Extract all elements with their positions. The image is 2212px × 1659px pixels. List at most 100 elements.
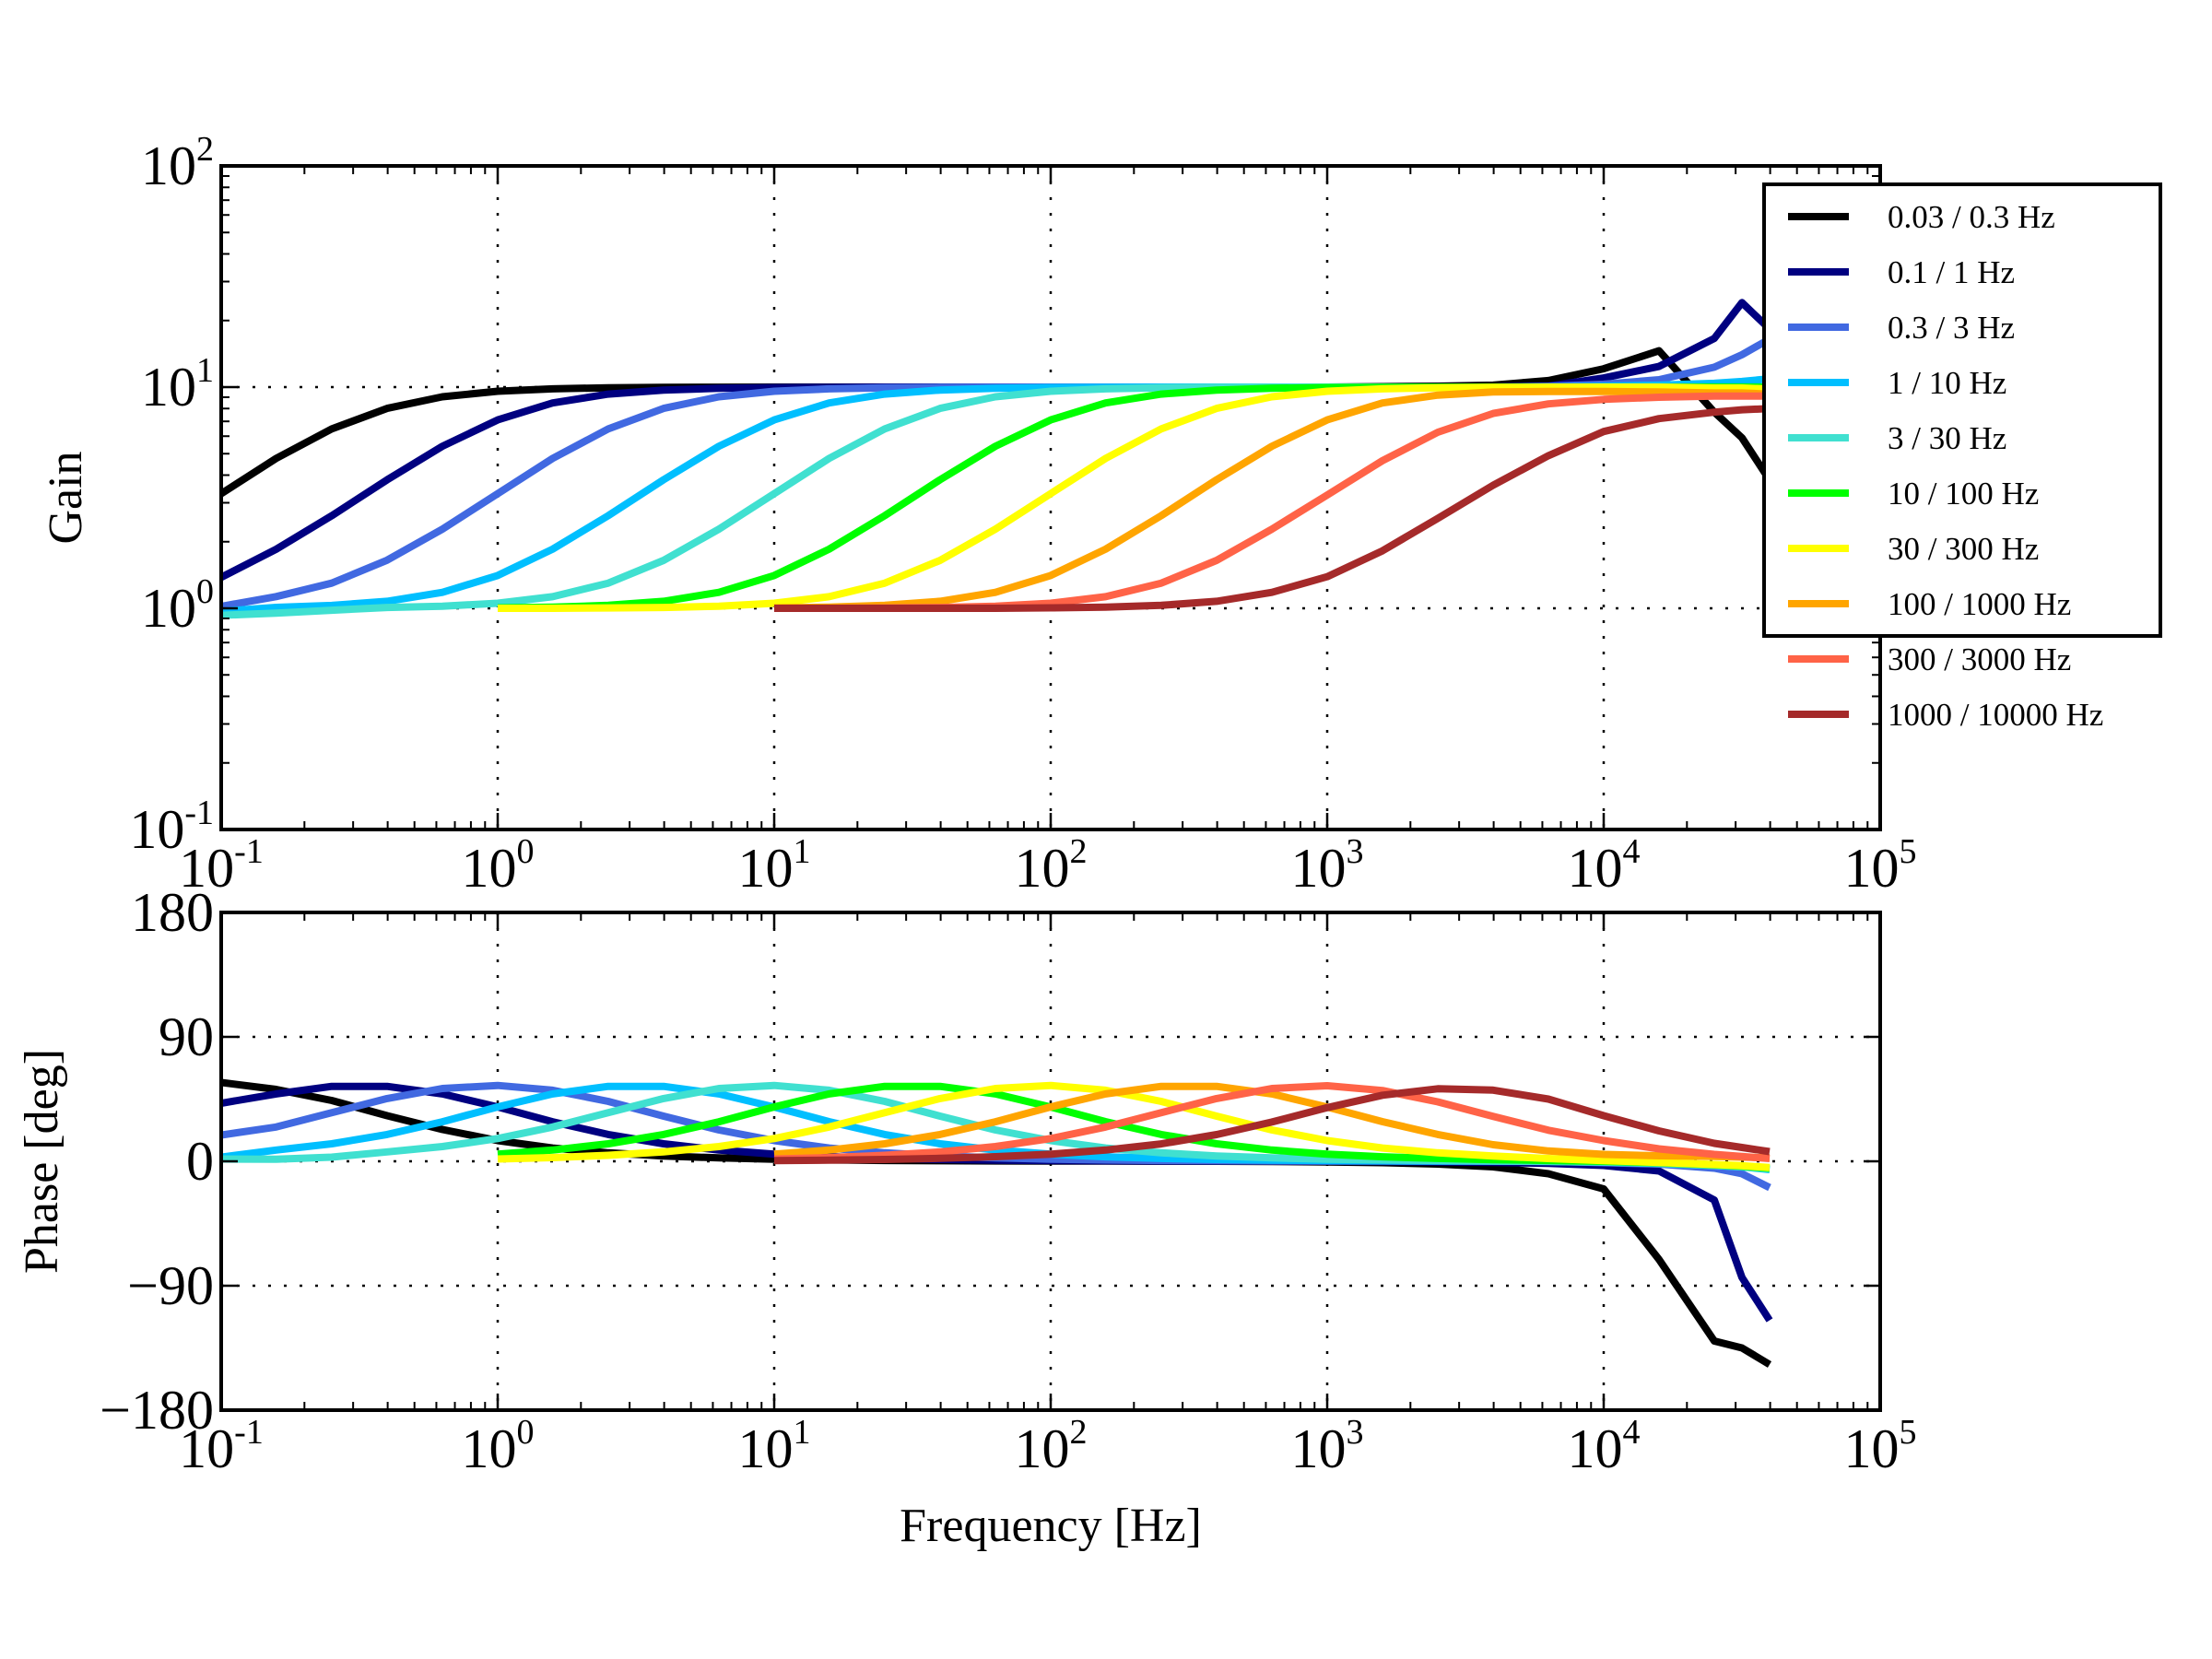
x-tick-label: 10-1 bbox=[179, 1413, 264, 1479]
legend-label: 100 / 1000 Hz bbox=[1888, 586, 2071, 622]
phase-axes-frame bbox=[219, 911, 1882, 1412]
y-tick-label: −180 bbox=[100, 1380, 214, 1441]
legend-label: 3 / 30 Hz bbox=[1888, 420, 2006, 456]
x-tick-label: 100 bbox=[462, 832, 535, 899]
x-tick-label: 102 bbox=[1015, 832, 1088, 899]
y-tick-label: 0 bbox=[186, 1131, 214, 1192]
tick-exponent: 1 bbox=[196, 351, 214, 390]
phase-x-tick-labels: 10-1 100 101 102 103 104 105 bbox=[179, 1413, 1916, 1479]
tick-base: 10 bbox=[1015, 838, 1070, 899]
tick-base: 10 bbox=[179, 1418, 234, 1479]
legend-item: 1000 / 10000 Hz bbox=[1788, 697, 2103, 733]
tick-exponent: 4 bbox=[1623, 1413, 1641, 1452]
tick-exponent: 5 bbox=[1900, 832, 1917, 871]
tick-exponent: 2 bbox=[1070, 1413, 1088, 1452]
x-tick-label: 10-1 bbox=[179, 832, 264, 899]
phase-line-6 bbox=[497, 1081, 1771, 1171]
x-tick-label: 104 bbox=[1568, 1413, 1641, 1479]
legend-label: 10 / 100 Hz bbox=[1888, 476, 2039, 512]
y-tick-label: 10-1 bbox=[129, 794, 214, 860]
legend-label: 30 / 300 Hz bbox=[1888, 531, 2039, 567]
tick-exponent: 1 bbox=[794, 1413, 811, 1452]
x-tick-label: 103 bbox=[1291, 832, 1364, 899]
legend-item: 0.1 / 1 Hz bbox=[1788, 254, 2015, 290]
phase-line-7 bbox=[773, 1082, 1771, 1162]
phase-series-lines bbox=[221, 1078, 1773, 1368]
x-tick-label: 103 bbox=[1291, 1413, 1364, 1479]
x-tick-label: 101 bbox=[738, 832, 811, 899]
y-tick-label: 90 bbox=[159, 1006, 214, 1067]
gain-line-6 bbox=[498, 383, 1771, 612]
gain-line-7 bbox=[773, 387, 1771, 612]
tick-base: 10 bbox=[1568, 1418, 1623, 1479]
y-tick-label: 180 bbox=[131, 882, 214, 943]
legend-label: 0.1 / 1 Hz bbox=[1888, 254, 2015, 290]
x-tick-label: 102 bbox=[1015, 1413, 1088, 1479]
legend-label: 300 / 3000 Hz bbox=[1888, 641, 2071, 677]
y-tick-label: 101 bbox=[141, 351, 214, 418]
legend-item: 3 / 30 Hz bbox=[1788, 420, 2006, 456]
phase-line-9 bbox=[773, 1085, 1771, 1165]
tick-base: 10 bbox=[179, 838, 234, 899]
tick-exponent: 1 bbox=[794, 832, 811, 871]
tick-exponent: 4 bbox=[1623, 832, 1641, 871]
y-tick-label: 102 bbox=[141, 130, 214, 196]
tick-exponent: 2 bbox=[196, 130, 214, 169]
legend-item: 10 / 100 Hz bbox=[1788, 476, 2039, 512]
y-tick-label: −90 bbox=[127, 1255, 214, 1316]
legend-item: 100 / 1000 Hz bbox=[1788, 586, 2071, 622]
tick-exponent: 0 bbox=[517, 1413, 535, 1452]
tick-exponent: 0 bbox=[517, 832, 535, 871]
frequency-x-axis-title: Frequency [Hz] bbox=[900, 1500, 1202, 1552]
tick-base: 10 bbox=[1291, 838, 1347, 899]
legend-item: 300 / 3000 Hz bbox=[1788, 641, 2071, 677]
tick-base: 10 bbox=[738, 1418, 794, 1479]
gain-line-9 bbox=[774, 405, 1771, 612]
legend-item: 0.3 / 3 Hz bbox=[1788, 310, 2015, 346]
tick-exponent: 3 bbox=[1347, 832, 1364, 871]
tick-exponent: 3 bbox=[1347, 1413, 1364, 1452]
phase-line-8 bbox=[773, 1082, 1771, 1163]
tick-base: 10 bbox=[738, 838, 794, 899]
tick-exponent: -1 bbox=[234, 1413, 264, 1452]
legend-item: 1 / 10 Hz bbox=[1788, 365, 2006, 401]
tick-base: 10 bbox=[462, 1418, 517, 1479]
legend-label: 1 / 10 Hz bbox=[1888, 365, 2006, 401]
gain-y-axis-title: Gain bbox=[40, 451, 92, 544]
tick-base: 10 bbox=[1015, 1418, 1070, 1479]
gain-x-tick-labels: 10-1 100 101 102 103 104 105 bbox=[179, 832, 1916, 899]
legend-item: 0.03 / 0.3 Hz bbox=[1788, 199, 2055, 235]
legend-label: 0.3 / 3 Hz bbox=[1888, 310, 2015, 346]
tick-base: 10 bbox=[462, 838, 517, 899]
phase-series-group bbox=[221, 1078, 1773, 1368]
x-tick-label: 100 bbox=[462, 1413, 535, 1479]
legend-items: 0.03 / 0.3 Hz 0.1 / 1 Hz 0.3 / 3 Hz 1 / 10 … bbox=[1788, 199, 2103, 733]
x-tick-label: 105 bbox=[1844, 1413, 1917, 1479]
phase-y-tick-labels: 180 90 0 −90 −180 bbox=[100, 882, 214, 1441]
x-tick-label: 104 bbox=[1568, 832, 1641, 899]
legend: 0.03 / 0.3 Hz 0.1 / 1 Hz 0.3 / 3 Hz 1 / 10 … bbox=[1762, 182, 2162, 733]
tick-exponent: -1 bbox=[184, 794, 214, 832]
y-tick-label: 100 bbox=[141, 572, 214, 639]
tick-base: 10 bbox=[129, 799, 184, 860]
tick-base: 10 bbox=[1844, 1418, 1900, 1479]
tick-exponent: -1 bbox=[234, 832, 264, 871]
tick-exponent: 2 bbox=[1070, 832, 1088, 871]
tick-base: 10 bbox=[1568, 838, 1623, 899]
legend-box bbox=[1762, 182, 2162, 638]
tick-base: 10 bbox=[141, 135, 196, 196]
tick-base: 10 bbox=[141, 357, 196, 418]
x-tick-label: 101 bbox=[738, 1413, 811, 1479]
legend-label: 1000 / 10000 Hz bbox=[1888, 697, 2103, 733]
gain-series-group bbox=[221, 299, 1773, 619]
legend-label: 0.03 / 0.3 Hz bbox=[1888, 199, 2055, 235]
tick-base: 10 bbox=[1844, 838, 1900, 899]
tick-base: 10 bbox=[1291, 1418, 1347, 1479]
legend-item: 30 / 300 Hz bbox=[1788, 531, 2039, 567]
tick-exponent: 0 bbox=[196, 572, 214, 611]
tick-base: 10 bbox=[141, 578, 196, 639]
